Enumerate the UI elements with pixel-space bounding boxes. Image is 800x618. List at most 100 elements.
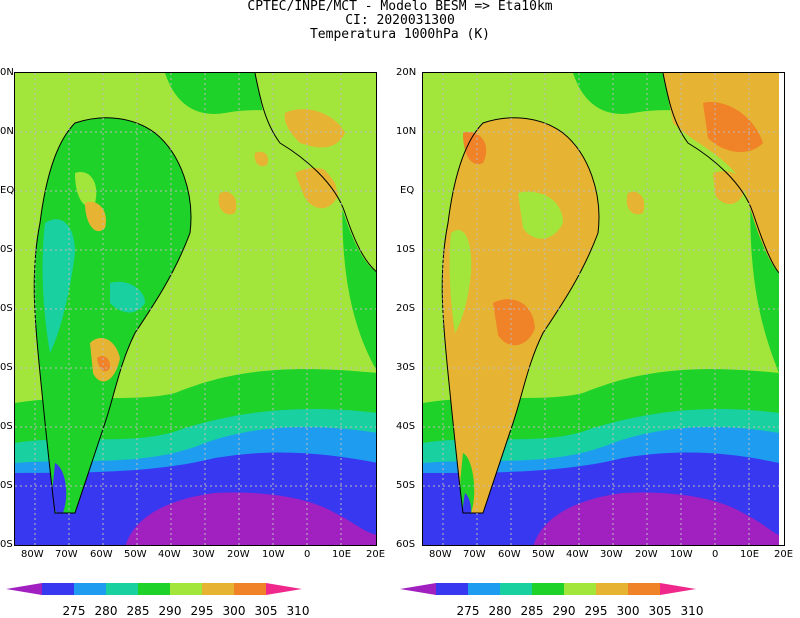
colorbar-left-segment-7 [234,583,266,595]
chaco-hot-core [493,299,535,346]
lon-tick-left-60w: 60W [90,549,113,560]
lat-tick-left-40s: 0S [0,421,13,432]
right-colorbar [400,583,696,595]
lon-tick-right-60w: 60W [498,549,521,560]
africa-warm-spot [284,109,345,148]
colorbar-right-arrow-low [400,583,436,595]
colorbar-left-arrow-high [266,583,302,595]
left-colorbar-label: 310 [286,604,310,618]
lon-tick-right-10w: 10W [670,549,693,560]
warm-spot-ocean-1 [713,171,745,205]
lon-tick-left-0: 0 [304,549,311,560]
lon-tick-left-40w: 40W [158,549,181,560]
band-275 [533,492,779,545]
colorbar-right-segment-4 [532,583,564,595]
colorbar-left-segment-1 [42,583,74,595]
colorbar-left-segment-4 [138,583,170,595]
warm-spot-ocean-2 [626,191,645,215]
lat-tick-right-10n: 10N [396,126,417,137]
colorbar-right-segment-6 [596,583,628,595]
left-colorbar-label: 305 [254,604,278,618]
left-colorbar-label: 275 [62,604,86,618]
lat-tick-left-10n: 0N [0,126,14,137]
southern-africa-cool [761,273,779,373]
chart-title-line1: CPTEC/INPE/MCT - Modelo BESM => Eta10km [247,0,553,14]
andes-cool-band [42,219,75,353]
lat-tick-right-20n: 20N [396,67,417,78]
lon-tick-right-10e: 10E [740,549,760,560]
lon-tick-right-0: 0 [712,549,719,560]
patagonia-cold-tip [462,493,472,524]
right-colorbar-label: 275 [456,604,480,618]
left-temperature-map [15,73,376,545]
south-america-landmass [34,117,191,513]
left-colorbar-label: 285 [126,604,150,618]
lon-tick-right-20e: 20E [774,549,794,560]
right-colorbar-label: 290 [552,604,576,618]
lat-tick-right-60s: 60S [396,539,416,550]
lon-tick-left-80w: 80W [21,549,44,560]
right-grid [423,73,779,545]
left-colorbar-label: 290 [158,604,182,618]
colorbar-right-segment-1 [436,583,468,595]
right-colorbar-label: 310 [680,604,704,618]
patagonia-cold [52,463,67,514]
left-colorbar-label: 300 [222,604,246,618]
brazil-300k-patch [518,191,563,239]
lat-tick-left-10s: 0S [0,244,13,255]
colorbar-right-segment-3 [500,583,532,595]
lon-tick-left-30w: 30W [192,549,215,560]
warm-spot-ocean-1 [295,168,340,209]
lon-tick-left-20e: 20E [366,549,386,560]
lat-tick-right-20s: 20S [396,303,416,314]
right-colorbar-label: 305 [648,604,672,618]
lat-tick-left-30s: 0S [0,362,13,373]
colorbar-left-segment-2 [74,583,106,595]
warm-spot-ocean-2 [218,191,237,215]
colorbar-right-segment-2 [468,583,500,595]
left-colorbar [6,583,302,595]
colorbar-right-segment-7 [628,583,660,595]
lon-tick-left-10e: 10E [332,549,352,560]
lat-tick-right-10s: 10S [396,244,416,255]
lat-tick-left-eq: EQ [0,185,15,196]
lon-tick-left-10w: 10W [262,549,285,560]
left-map-panel [14,72,377,546]
lat-tick-left-20s: 0S [0,303,13,314]
lat-tick-right-30s: 30S [396,362,416,373]
left-colorbar-label: 295 [190,604,214,618]
lon-tick-left-70w: 70W [55,549,78,560]
lat-tick-right-40s: 40S [396,421,416,432]
lat-tick-left-20n: 0N [0,67,14,78]
north-hot-spot [463,132,487,165]
lon-tick-right-20w: 20W [635,549,658,560]
chart-title-line3: Temperatura 1000hPa (K) [309,27,490,42]
lon-tick-right-80w: 80W [429,549,452,560]
right-colorbar-label: 285 [520,604,544,618]
right-colorbar-label: 300 [616,604,640,618]
lon-tick-right-50w: 50W [532,549,555,560]
lon-tick-left-20w: 20W [227,549,250,560]
patagonia-cool [460,453,475,514]
north-land-300k [75,172,97,207]
warm-spot-ocean-3 [254,151,269,167]
lon-tick-right-30w: 30W [600,549,623,560]
africa-landmass [255,73,376,272]
lat-tick-left-60s: 0S [0,539,13,550]
interior-cool-patch [110,281,145,313]
lon-tick-right-70w: 70W [463,549,486,560]
colorbar-left-segment-6 [202,583,234,595]
lat-tick-right-50s: 50S [396,480,416,491]
band-275 [125,492,376,545]
right-temperature-map [423,73,779,545]
lon-tick-right-40w: 40W [566,549,589,560]
lat-tick-right-eq: EQ [400,185,415,196]
left-grid [15,73,376,545]
right-colorbar-label: 295 [584,604,608,618]
left-colorbar-label: 280 [94,604,118,618]
colorbar-right-segment-5 [564,583,596,595]
chart-title-line2: CI: 2020031300 [345,13,455,28]
amazon-warm-spot [85,201,106,232]
right-map-panel [422,72,785,546]
andes-cooler-band [449,229,472,333]
